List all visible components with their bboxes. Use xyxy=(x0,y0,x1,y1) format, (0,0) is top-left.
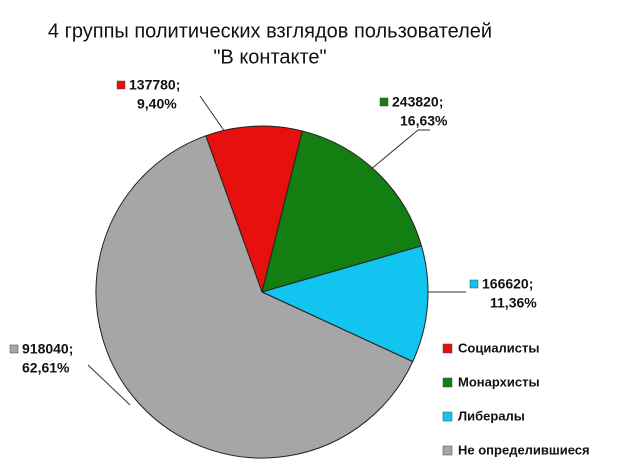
legend-swatch xyxy=(442,377,453,388)
pie-slice xyxy=(205,125,303,294)
data-label: 137780; xyxy=(129,77,180,93)
legend-swatch xyxy=(442,411,453,422)
legend-label: Либералы xyxy=(458,408,525,423)
leader-line xyxy=(369,129,430,171)
chart-title: 4 группы политических взглядов пользоват… xyxy=(48,20,492,42)
leader-lines xyxy=(87,95,466,406)
pie-slice xyxy=(261,130,423,293)
data-label: 16,63% xyxy=(400,113,448,129)
pie-slice xyxy=(95,135,414,459)
data-label: 243820; xyxy=(392,94,443,110)
legend-label: Монархисты xyxy=(458,374,540,389)
label-marker xyxy=(379,97,389,107)
label-marker xyxy=(9,344,19,354)
label-marker xyxy=(469,279,479,289)
leader-line xyxy=(87,364,131,406)
chart-title: "В контакте" xyxy=(213,46,326,68)
label-marker xyxy=(116,80,126,90)
data-label: 62,61% xyxy=(22,360,70,376)
data-label: 9,40% xyxy=(137,96,177,112)
legend-label: Не определившиеся xyxy=(458,442,590,457)
legend-swatch xyxy=(442,343,453,354)
leader-line xyxy=(199,95,226,133)
pie-slice xyxy=(260,245,429,363)
legend-label: Социалисты xyxy=(458,340,540,355)
legend-swatch xyxy=(442,445,453,456)
data-label: 11,36% xyxy=(490,295,537,311)
data-label: 918040; xyxy=(22,341,73,357)
data-label: 166620; xyxy=(482,276,533,292)
